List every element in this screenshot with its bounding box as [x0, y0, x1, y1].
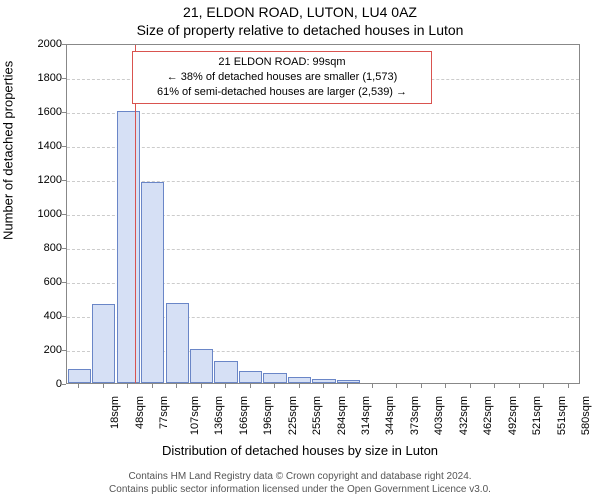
x-tick-label: 344sqm	[385, 396, 397, 435]
footer-line-1: Contains HM Land Registry data © Crown c…	[0, 470, 600, 483]
bar	[288, 377, 311, 383]
bar	[68, 369, 91, 383]
x-tick-label: 225sqm	[287, 396, 299, 435]
x-tick-mark	[568, 384, 569, 388]
x-tick-mark	[225, 384, 226, 388]
x-tick-label: 492sqm	[507, 396, 519, 435]
footer: Contains HM Land Registry data © Crown c…	[0, 470, 600, 496]
x-tick-label: 166sqm	[238, 396, 250, 435]
y-tick-label: 2000	[22, 38, 62, 50]
y-tick-label: 1800	[22, 72, 62, 84]
y-tick-label: 600	[22, 276, 62, 288]
x-tick-mark	[445, 384, 446, 388]
y-tick-label: 200	[22, 344, 62, 356]
x-tick-mark	[372, 384, 373, 388]
x-tick-label: 373sqm	[409, 396, 421, 435]
plot-area: 21 ELDON ROAD: 99sqm ← 38% of detached h…	[66, 44, 580, 384]
x-tick-label: 77sqm	[158, 396, 170, 429]
x-tick-mark	[299, 384, 300, 388]
bar	[312, 379, 335, 383]
y-tick-label: 400	[22, 310, 62, 322]
x-tick-label: 580sqm	[580, 396, 592, 435]
y-tick-label: 0	[22, 378, 62, 390]
x-tick-label: 551sqm	[556, 396, 568, 435]
x-tick-mark	[176, 384, 177, 388]
x-tick-label: 284sqm	[336, 396, 348, 435]
x-tick-label: 107sqm	[189, 396, 201, 435]
x-tick-mark	[494, 384, 495, 388]
x-tick-mark	[201, 384, 202, 388]
y-tick-label: 1000	[22, 208, 62, 220]
x-tick-label: 521sqm	[531, 396, 543, 435]
x-tick-label: 462sqm	[483, 396, 495, 435]
y-tick-label: 1600	[22, 106, 62, 118]
annotation-line-3: 61% of semi-detached houses are larger (…	[139, 85, 425, 100]
y-tick-label: 1400	[22, 140, 62, 152]
x-tick-mark	[323, 384, 324, 388]
x-tick-label: 48sqm	[134, 396, 146, 429]
bar	[166, 303, 189, 383]
y-axis-label: Number of detached properties	[1, 61, 16, 240]
figure: 21, ELDON ROAD, LUTON, LU4 0AZ Size of p…	[0, 0, 600, 500]
x-tick-mark	[470, 384, 471, 388]
y-tick-label: 800	[22, 242, 62, 254]
x-axis-label: Distribution of detached houses by size …	[0, 443, 600, 458]
x-tick-label: 136sqm	[213, 396, 225, 435]
bar	[337, 380, 360, 383]
x-tick-mark	[274, 384, 275, 388]
bar	[190, 349, 213, 383]
y-tick-label: 1200	[22, 174, 62, 186]
footer-line-2: Contains public sector information licen…	[0, 483, 600, 496]
bar	[214, 361, 237, 383]
bar	[92, 304, 115, 383]
annotation-box: 21 ELDON ROAD: 99sqm ← 38% of detached h…	[132, 51, 432, 104]
gridline	[67, 147, 579, 148]
bar	[263, 373, 286, 383]
x-tick-label: 196sqm	[262, 396, 274, 435]
x-tick-mark	[519, 384, 520, 388]
bar	[239, 371, 262, 383]
x-tick-label: 18sqm	[109, 396, 121, 429]
x-tick-label: 255sqm	[311, 396, 323, 435]
y-tick-mark	[62, 384, 66, 385]
x-tick-mark	[152, 384, 153, 388]
x-tick-mark	[421, 384, 422, 388]
x-tick-label: 314sqm	[360, 396, 372, 435]
title-line-1: 21, ELDON ROAD, LUTON, LU4 0AZ	[0, 4, 600, 20]
x-tick-mark	[396, 384, 397, 388]
x-tick-label: 403sqm	[434, 396, 446, 435]
x-tick-mark	[543, 384, 544, 388]
annotation-line-1: 21 ELDON ROAD: 99sqm	[139, 55, 425, 70]
x-tick-mark	[250, 384, 251, 388]
annotation-line-2: ← 38% of detached houses are smaller (1,…	[139, 70, 425, 85]
x-tick-mark	[78, 384, 79, 388]
gridline	[67, 113, 579, 114]
x-tick-label: 432sqm	[458, 396, 470, 435]
x-tick-mark	[103, 384, 104, 388]
bar	[141, 182, 164, 383]
x-tick-mark	[347, 384, 348, 388]
title-line-2: Size of property relative to detached ho…	[0, 22, 600, 38]
x-tick-mark	[127, 384, 128, 388]
